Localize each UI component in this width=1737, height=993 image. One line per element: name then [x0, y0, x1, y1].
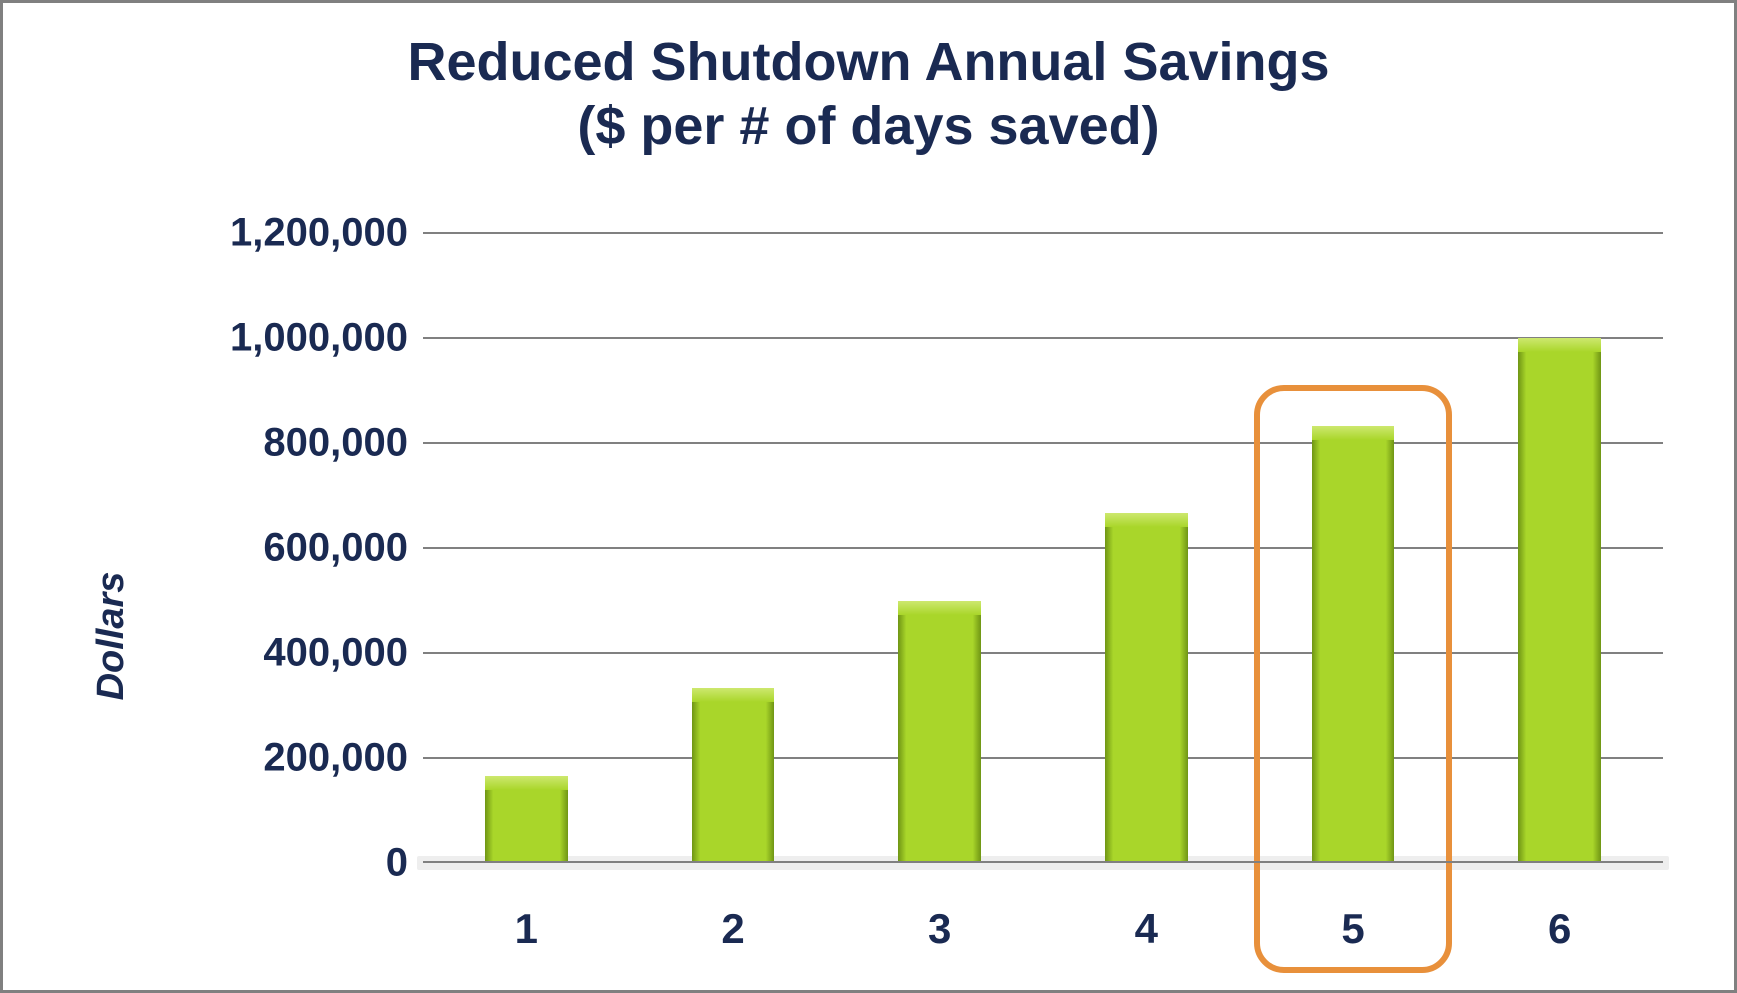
y-tick-label: 800,000: [263, 421, 408, 466]
bar-body: [485, 790, 568, 864]
chart-title-line2: ($ per # of days saved): [43, 95, 1694, 159]
bar: [898, 601, 981, 864]
bar-top-bevel: [692, 688, 775, 702]
y-tick-label: 1,200,000: [230, 211, 408, 256]
y-tick-label: 200,000: [263, 736, 408, 781]
bar-top-bevel: [1518, 338, 1601, 352]
bar-body: [1105, 527, 1188, 863]
x-tick-label: 3: [928, 905, 951, 953]
x-tick-label: 4: [1135, 905, 1158, 953]
bar: [1105, 513, 1188, 863]
x-tick-label: 2: [721, 905, 744, 953]
bar-body: [1518, 352, 1601, 863]
chart-area: Dollars 0200,000400,000600,000800,0001,0…: [3, 203, 1734, 990]
chart-frame: Reduced Shutdown Annual Savings ($ per #…: [0, 0, 1737, 993]
x-tick-label: 5: [1341, 905, 1364, 953]
bar-top-bevel: [1105, 513, 1188, 527]
bar: [1518, 338, 1601, 863]
chart-title: Reduced Shutdown Annual Savings ($ per #…: [43, 31, 1694, 158]
bar: [692, 688, 775, 863]
bar-top-bevel: [485, 776, 568, 790]
plot-area: [423, 233, 1663, 863]
y-tick-label: 0: [386, 841, 408, 886]
x-tick-label: 6: [1548, 905, 1571, 953]
bars-container: [423, 233, 1663, 863]
y-axis-ticks: 0200,000400,000600,000800,0001,000,0001,…: [3, 233, 408, 863]
bar-body: [898, 615, 981, 864]
bar-top-bevel: [898, 601, 981, 615]
y-tick-label: 400,000: [263, 631, 408, 676]
x-tick-label: 1: [515, 905, 538, 953]
bar: [485, 776, 568, 864]
highlight-box: [1254, 385, 1452, 973]
x-axis-baseline: [423, 861, 1663, 863]
y-tick-label: 600,000: [263, 526, 408, 571]
bar-body: [692, 702, 775, 863]
y-tick-label: 1,000,000: [230, 316, 408, 361]
chart-title-line1: Reduced Shutdown Annual Savings: [43, 31, 1694, 95]
